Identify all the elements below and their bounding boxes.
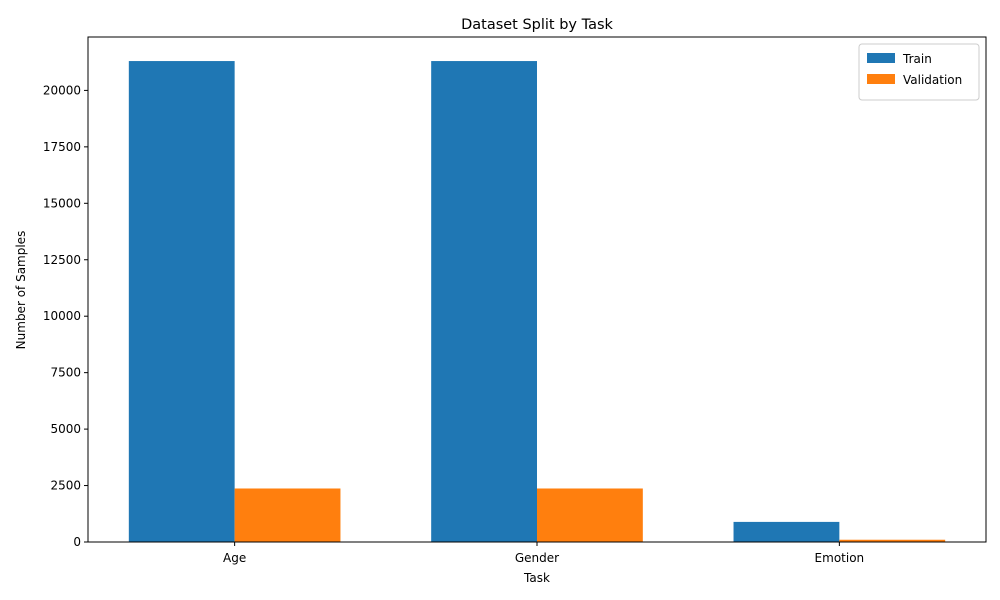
plot-area-frame xyxy=(87,36,987,543)
y-tick-label: 2500 xyxy=(50,479,81,493)
y-tick-label: 10000 xyxy=(43,309,81,323)
y-tick-label: 12500 xyxy=(43,253,81,267)
y-tick-label: 7500 xyxy=(50,366,81,380)
bar-train-gender xyxy=(431,61,537,543)
bar-train-emotion xyxy=(733,521,840,542)
bar-validation-age xyxy=(234,488,341,542)
legend-label-validation: Validation xyxy=(903,73,962,87)
y-axis-ticks: 0 2500 5000 7500 10000 12500 15000 17500 20000 xyxy=(43,83,88,549)
y-tick-label: 17500 xyxy=(43,140,81,154)
legend-swatch-train xyxy=(867,53,895,63)
x-tick-label-gender: Gender xyxy=(515,551,559,565)
y-tick-label: 15000 xyxy=(43,196,81,210)
legend-label-train: Train xyxy=(902,52,932,66)
x-tick-label-emotion: Emotion xyxy=(815,551,865,565)
bars-group xyxy=(128,61,946,543)
bar-train-age xyxy=(128,61,235,543)
y-tick-label: 5000 xyxy=(50,422,81,436)
bar-validation-emotion xyxy=(839,539,946,542)
chart-title: Dataset Split by Task xyxy=(461,17,613,33)
x-axis-ticks: Age Gender Emotion xyxy=(223,542,864,565)
x-tick-label-age: Age xyxy=(223,551,246,565)
y-axis-label: Number of Samples xyxy=(14,231,28,350)
legend: Train Validation xyxy=(858,43,980,101)
bar-validation-gender xyxy=(537,488,643,542)
y-tick-label: 20000 xyxy=(43,83,81,97)
y-tick-label: 0 xyxy=(73,535,81,549)
x-axis-label: Task xyxy=(523,571,550,585)
legend-swatch-validation xyxy=(867,74,895,84)
